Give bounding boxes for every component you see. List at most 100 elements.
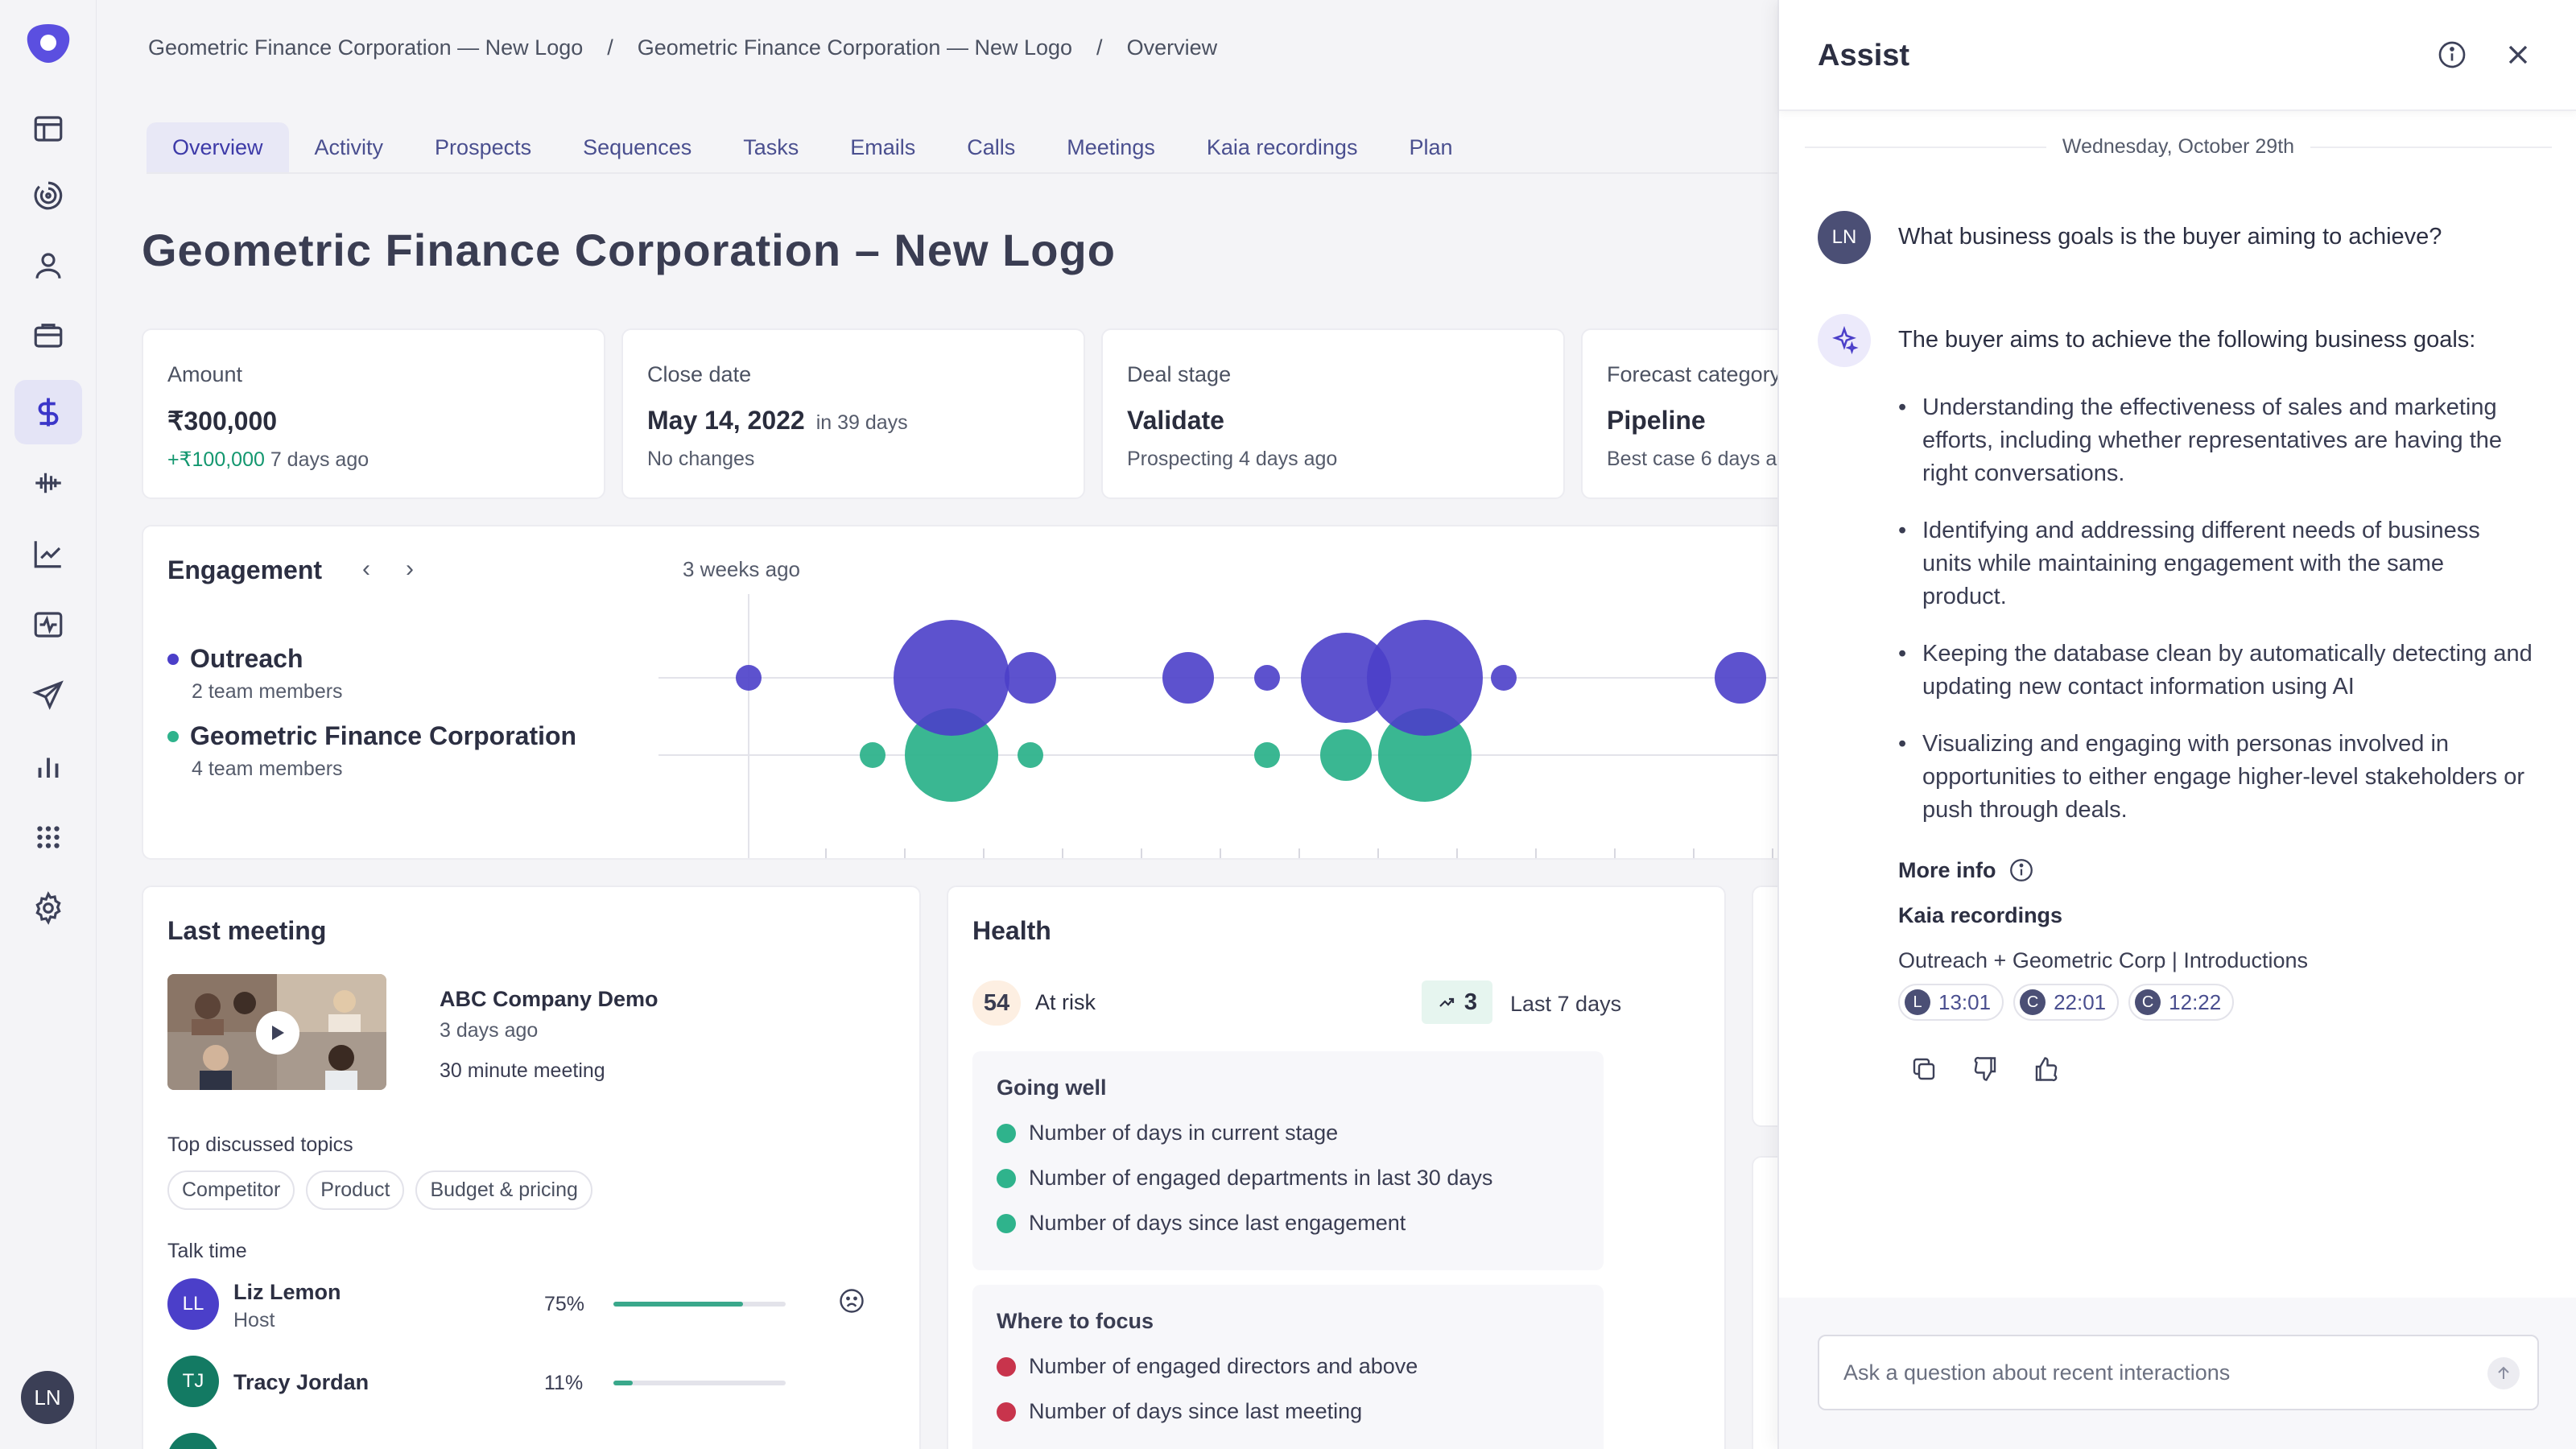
page-title: Geometric Finance Corporation – New Logo bbox=[142, 225, 1116, 275]
kpi-card-amount[interactable]: Amount ₹300,000 +₹100,000 7 days ago bbox=[142, 328, 605, 499]
bubble-customer[interactable] bbox=[1378, 708, 1472, 802]
bubble-outreach[interactable] bbox=[1367, 620, 1483, 736]
topic-chip[interactable]: Budget & pricing bbox=[415, 1170, 592, 1210]
tab-meetings[interactable]: Meetings bbox=[1067, 134, 1155, 159]
bubble-outreach[interactable] bbox=[894, 620, 1009, 736]
send-icon[interactable] bbox=[14, 663, 82, 728]
info-icon[interactable] bbox=[2436, 39, 2468, 75]
breadcrumb-item[interactable]: Geometric Finance Corporation — New Logo bbox=[148, 35, 584, 60]
speaker-letter: L bbox=[1905, 989, 1930, 1015]
activity-spiral-icon[interactable] bbox=[14, 163, 82, 228]
copy-icon[interactable] bbox=[1909, 1055, 1938, 1088]
kpi-change: Best case 6 days ago bbox=[1607, 448, 1800, 470]
bubble-customer[interactable] bbox=[860, 742, 886, 768]
user-avatar[interactable]: LN bbox=[21, 1371, 74, 1424]
kpi-card-deal-stage[interactable]: Deal stage Validate Prospecting 4 days a… bbox=[1101, 328, 1565, 499]
speaker-avatar-partial bbox=[167, 1433, 219, 1449]
focus-item[interactable]: Number of engaged directors and above bbox=[997, 1354, 1418, 1379]
bubble-customer[interactable] bbox=[1254, 742, 1280, 768]
tab-prospects[interactable]: Prospects bbox=[435, 134, 532, 159]
meeting-name[interactable]: ABC Company Demo bbox=[440, 987, 658, 1011]
tab-bar: Overview Activity Prospects Sequences Ta… bbox=[147, 122, 1789, 174]
meeting-video-thumbnail[interactable] bbox=[167, 974, 386, 1090]
status-dot bbox=[997, 1123, 1016, 1143]
chevron-left-icon[interactable]: ‹ bbox=[362, 555, 370, 582]
bubble-outreach[interactable] bbox=[1254, 665, 1280, 691]
legend-dot bbox=[167, 653, 179, 665]
pulse-monitor-icon[interactable] bbox=[14, 592, 82, 657]
info-icon[interactable] bbox=[2008, 857, 2035, 884]
recording-title[interactable]: Outreach + Geometric Corp | Introduction… bbox=[1898, 948, 2308, 972]
tab-emails[interactable]: Emails bbox=[850, 134, 916, 159]
play-icon[interactable] bbox=[256, 1011, 299, 1055]
briefcase-icon[interactable] bbox=[14, 303, 82, 367]
speaker-avatar: TJ bbox=[167, 1356, 219, 1407]
topic-chip[interactable]: Competitor bbox=[167, 1170, 295, 1210]
close-icon[interactable] bbox=[2502, 39, 2534, 75]
going-well-item[interactable]: Number of engaged departments in last 30… bbox=[997, 1166, 1492, 1191]
tab-sequences[interactable]: Sequences bbox=[583, 134, 692, 159]
timestamp-chip[interactable]: L 13:01 bbox=[1898, 984, 2004, 1021]
focus-item[interactable]: Number of days since last meeting bbox=[997, 1399, 1362, 1424]
app-logo-icon[interactable] bbox=[23, 21, 74, 66]
thumbs-up-icon[interactable] bbox=[2032, 1055, 2061, 1088]
engagement-time-label: 3 weeks ago bbox=[683, 557, 800, 581]
waveform-icon[interactable] bbox=[14, 451, 82, 515]
tab-plan[interactable]: Plan bbox=[1409, 134, 1453, 159]
engagement-legend-customer[interactable]: Geometric Finance Corporation 4 team mem… bbox=[167, 721, 576, 781]
send-button[interactable] bbox=[2487, 1357, 2520, 1389]
going-well-item[interactable]: Number of days since last engagement bbox=[997, 1211, 1406, 1236]
thumbs-down-icon[interactable] bbox=[1971, 1055, 2000, 1088]
going-well-section: Going well Number of days in current sta… bbox=[972, 1051, 1604, 1270]
tab-calls[interactable]: Calls bbox=[967, 134, 1016, 159]
breadcrumb-item[interactable]: Geometric Finance Corporation — New Logo bbox=[637, 35, 1073, 60]
conversation-date: Wednesday, October 29th bbox=[2062, 135, 2295, 158]
kpi-value: Validate bbox=[1127, 406, 1224, 435]
layout-icon[interactable] bbox=[14, 97, 82, 161]
timestamp-chip[interactable]: C 22:01 bbox=[2013, 984, 2120, 1021]
speaker-percent: 11% bbox=[544, 1372, 584, 1394]
topic-chip[interactable]: Product bbox=[306, 1170, 405, 1210]
dollar-icon[interactable] bbox=[14, 380, 82, 444]
going-well-text: Number of days in current stage bbox=[1029, 1121, 1339, 1145]
more-info-link[interactable]: More info bbox=[1898, 857, 2035, 884]
legend-dot bbox=[167, 730, 179, 742]
recording-timestamps: L 13:01 C 22:01 C 12:22 bbox=[1898, 984, 2244, 1021]
engagement-legend-outreach[interactable]: Outreach 2 team members bbox=[167, 644, 343, 704]
tab-kaia-recordings[interactable]: Kaia recordings bbox=[1206, 134, 1358, 159]
ask-question-input[interactable] bbox=[1818, 1335, 2539, 1410]
engagement-card: Engagement ‹ › 3 weeks ago Outreach 2 te… bbox=[142, 525, 1839, 860]
trend-chart-icon[interactable] bbox=[14, 522, 82, 586]
bubble-outreach[interactable] bbox=[1005, 652, 1056, 704]
talk-time-bar bbox=[613, 1302, 786, 1307]
legend-members: 2 team members bbox=[192, 680, 343, 703]
bubble-customer[interactable] bbox=[1018, 742, 1043, 768]
bubble-outreach[interactable] bbox=[1715, 652, 1766, 704]
chevron-right-icon[interactable]: › bbox=[406, 555, 414, 582]
going-well-text: Number of engaged departments in last 30… bbox=[1029, 1166, 1493, 1190]
kpi-label: Amount bbox=[167, 362, 243, 386]
bubble-outreach[interactable] bbox=[1301, 633, 1391, 723]
gear-icon[interactable] bbox=[14, 876, 82, 940]
tab-overview[interactable]: Overview bbox=[147, 122, 289, 172]
timestamp-chip[interactable]: C 12:22 bbox=[2128, 984, 2235, 1021]
assist-title: Assist bbox=[1818, 39, 1910, 72]
kpi-value-note: in 39 days bbox=[815, 411, 908, 434]
speaker-percent: 75% bbox=[544, 1293, 585, 1315]
tab-activity[interactable]: Activity bbox=[314, 134, 384, 159]
speaker-name: Liz Lemon bbox=[233, 1280, 341, 1304]
bubble-outreach[interactable] bbox=[1491, 665, 1517, 691]
apps-grid-icon[interactable] bbox=[14, 805, 82, 869]
tab-tasks[interactable]: Tasks bbox=[743, 134, 799, 159]
bar-chart-icon[interactable] bbox=[14, 734, 82, 799]
user-icon[interactable] bbox=[14, 233, 82, 298]
bubble-outreach[interactable] bbox=[1162, 652, 1214, 704]
kpi-card-close-date[interactable]: Close date May 14, 2022 in 39 days No cha… bbox=[621, 328, 1085, 499]
going-well-item[interactable]: Number of days in current stage bbox=[997, 1121, 1338, 1146]
bubble-outreach[interactable] bbox=[736, 665, 762, 691]
bubble-customer[interactable] bbox=[1320, 729, 1372, 781]
focus-text: Number of days since last meeting bbox=[1029, 1399, 1363, 1423]
bubble-customer[interactable] bbox=[905, 708, 998, 802]
user-question: What business goals is the buyer aiming … bbox=[1898, 224, 2442, 250]
kpi-value: Pipeline bbox=[1607, 406, 1706, 435]
